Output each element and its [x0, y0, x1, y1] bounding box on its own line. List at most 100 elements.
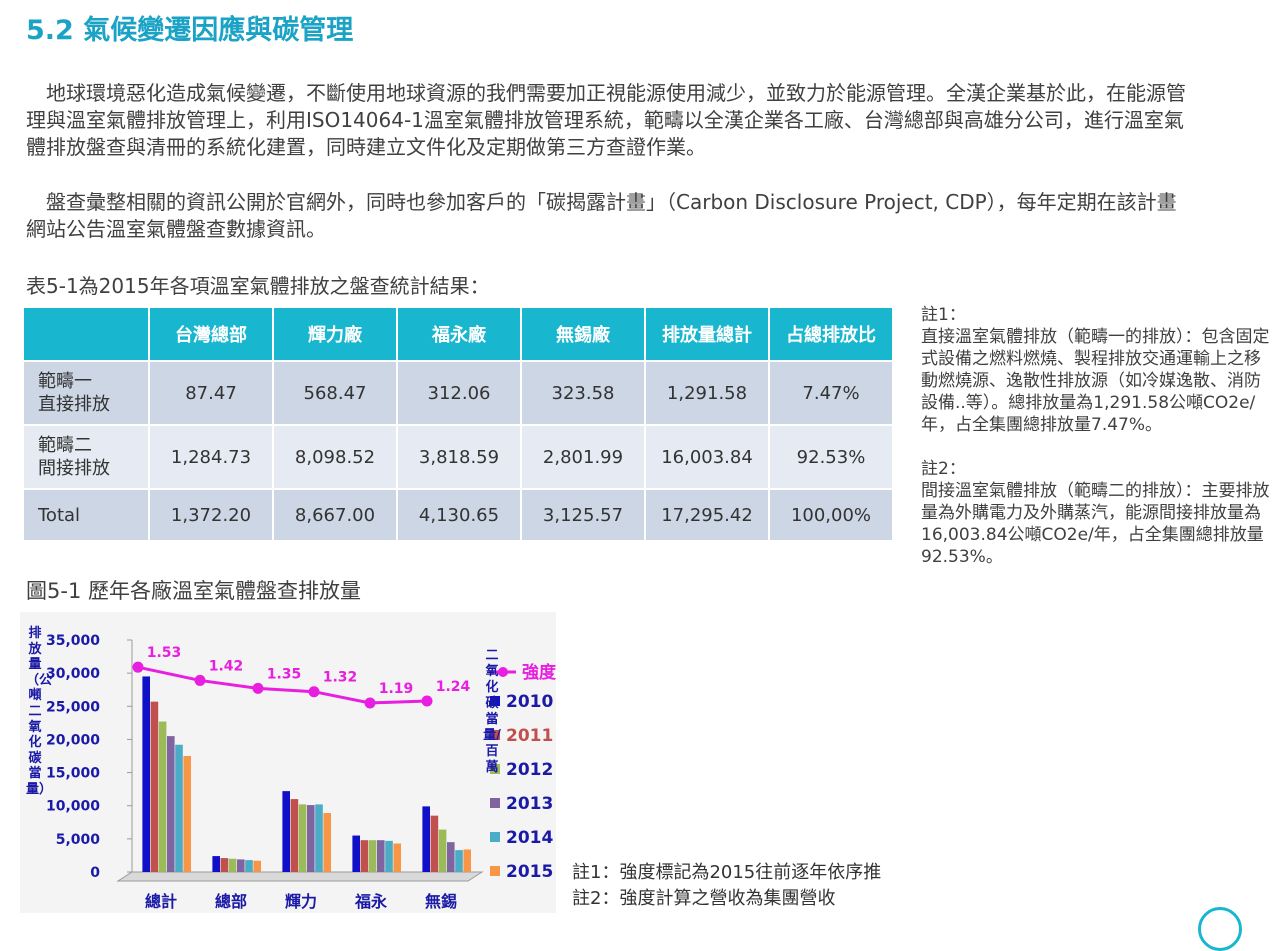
intensity-data-label: 1.19	[379, 681, 414, 697]
intensity-data-label: 1.35	[267, 666, 302, 682]
bar	[315, 804, 323, 872]
bar	[422, 806, 430, 872]
table-cell: 568.47	[272, 360, 398, 426]
bar	[245, 860, 253, 872]
x-tick-label: 總部	[215, 892, 247, 911]
table-cell: 92.53%	[768, 424, 894, 490]
legend-point-swatch	[498, 667, 508, 677]
table-cell: 323.58	[520, 360, 646, 426]
emissions-table: 台灣總部 輝力廠 福永廠 無錫廠 排放量總計 占總排放比 範疇一 直接排放 87…	[22, 306, 894, 542]
intensity-data-label: 1.42	[209, 658, 244, 674]
legend-swatch	[490, 730, 500, 740]
note-title: 註2：	[921, 459, 966, 479]
table-header-cell: 排放量總計	[644, 306, 770, 362]
row-label-line: 範疇一	[38, 371, 92, 392]
intensity-point	[194, 674, 206, 686]
legend-swatch	[490, 798, 500, 808]
legend-label: 強度	[522, 662, 556, 683]
bar	[175, 744, 183, 872]
table-cell: 4,130.65	[396, 488, 522, 542]
table-cell: 8,667.00	[272, 488, 398, 542]
bar	[220, 858, 229, 872]
legend-label: 2011	[506, 726, 553, 746]
table-caption: 表5-1為2015年各項溫室氣體排放之盤查統計結果：	[26, 274, 490, 298]
row-label-line: Total	[38, 504, 81, 526]
y-tick-label: 10,000	[46, 799, 100, 815]
legend-label: 2014	[506, 828, 553, 848]
legend-label: 2010	[506, 692, 553, 712]
intro-paragraph: 地球環境惡化造成氣候變遷，不斷使用地球資源的我們需要加正視能源使用減少，並致力於…	[26, 81, 1186, 159]
x-tick-label: 無錫	[425, 892, 457, 911]
table-row-label: 範疇二 間接排放	[22, 424, 150, 490]
intensity-point	[421, 695, 433, 707]
chart-note: 註2：強度計算之營收為集團營收	[572, 888, 836, 909]
note-body: 間接溫室氣體排放（範疇二的排放）：主要排放量為外購電力及外購蒸汽，能源間接排放量…	[921, 481, 1270, 567]
intensity-line	[137, 665, 428, 705]
bar	[377, 840, 385, 872]
y-tick-label: 30,000	[46, 666, 100, 682]
table-cell: 17,295.42	[644, 488, 770, 542]
intensity-point	[364, 697, 376, 709]
table-header-cell: 福永廠	[396, 306, 522, 362]
page-badge-circle	[1198, 907, 1242, 951]
y-tick-label: 25,000	[46, 699, 100, 715]
y-tick-label: 0	[90, 865, 100, 881]
bar	[253, 860, 261, 872]
legend-label: 2015	[506, 862, 553, 882]
bar	[385, 840, 393, 872]
legend-swatch	[490, 866, 500, 876]
bar	[323, 813, 331, 872]
bar	[183, 756, 191, 872]
note-2: 註2： 間接溫室氣體排放（範疇二的排放）：主要排放量為外購電力及外購蒸汽，能源間…	[921, 458, 1271, 568]
table-row: 範疇一 直接排放 87.47 568.47 312.06 323.58 1,29…	[22, 360, 894, 426]
bar	[282, 791, 290, 872]
table-notes: 註1： 直接溫室氣體排放（範疇一的排放）：包含固定式設備之燃料燃燒、製程排放交通…	[921, 304, 1271, 590]
table-cell: 3,818.59	[396, 424, 522, 490]
table-header-cell: 無錫廠	[520, 306, 646, 362]
legend-swatch	[490, 696, 500, 706]
bar	[150, 701, 159, 872]
x-tick-label: 輝力	[285, 892, 317, 911]
intensity-data-label: 1.32	[323, 670, 358, 686]
bar	[352, 835, 360, 872]
x-tick-label: 總計	[145, 892, 177, 911]
table-cell: 87.47	[148, 360, 274, 426]
chart-notes: 註1：強度標記為2015往前逐年依序推 註2：強度計算之營收為集團營收	[572, 860, 881, 912]
legend-label: 2013	[506, 794, 553, 814]
bar	[360, 840, 369, 872]
disclosure-paragraph: 盤查彙整相關的資訊公開於官網外，同時也參加客戶的「碳揭露計畫」（Carbon D…	[26, 190, 1177, 241]
intensity-point	[252, 682, 264, 694]
bar	[237, 859, 245, 872]
bar	[430, 815, 439, 872]
y-tick-label: 15,000	[46, 766, 100, 782]
table-cell: 312.06	[396, 360, 522, 426]
intensity-data-label: 1.24	[436, 679, 471, 695]
bar	[228, 858, 237, 872]
bar	[463, 849, 471, 872]
table-header-cell	[22, 306, 150, 362]
intensity-point	[132, 661, 144, 673]
legend-swatch	[490, 764, 500, 774]
note-1: 註1： 直接溫室氣體排放（範疇一的排放）：包含固定式設備之燃料燃燒、製程排放交通…	[921, 304, 1271, 436]
note-title: 註1：	[921, 305, 966, 325]
y-axis-label-text: 排放量（公噸二氧化碳當量）	[26, 626, 53, 797]
legend-swatch	[490, 832, 500, 842]
y2-axis-label: 二氧化碳當量/百萬	[483, 648, 501, 776]
figure-caption: 圖5-1 歷年各廠溫室氣體盤查排放量	[26, 579, 361, 603]
legend-label: 2012	[506, 760, 553, 780]
y-tick-label: 35,000	[46, 633, 100, 649]
bar	[298, 804, 307, 872]
table-header-row: 台灣總部 輝力廠 福永廠 無錫廠 排放量總計 占總排放比	[22, 306, 894, 362]
bar	[447, 842, 455, 872]
table-row: 範疇二 間接排放 1,284.73 8,098.52 3,818.59 2,80…	[22, 424, 894, 490]
bar	[438, 829, 447, 872]
bar	[158, 721, 167, 872]
bar	[307, 805, 315, 872]
page-title: 5.2 氣候變遷因應與碳管理	[26, 15, 354, 46]
table-cell: 7.47%	[768, 360, 894, 426]
intensity-point	[308, 686, 320, 698]
x-tick-label: 福永	[354, 892, 387, 911]
chart-svg: 35,000 30,000 25,000 20,000 15,000 10,000 5,00…	[46, 633, 556, 911]
table-row-label: Total	[22, 488, 150, 542]
table-cell: 16,003.84	[644, 424, 770, 490]
